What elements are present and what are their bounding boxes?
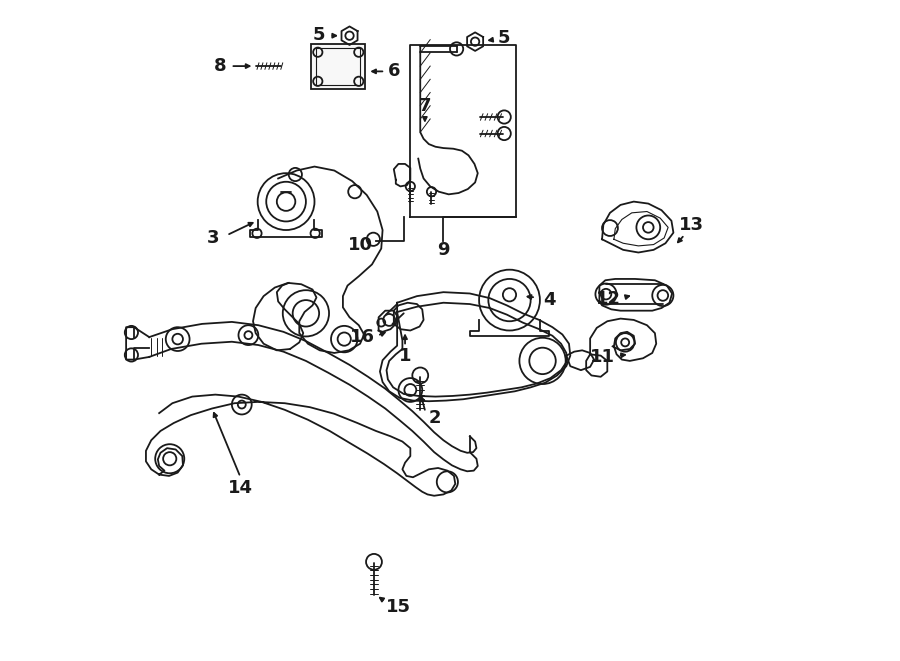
Text: 5: 5 (498, 29, 510, 48)
Text: 9: 9 (437, 241, 450, 259)
Text: 2: 2 (428, 408, 441, 427)
Text: 6: 6 (388, 62, 400, 81)
Text: 12: 12 (596, 290, 621, 308)
Text: 11: 11 (590, 348, 615, 366)
Text: 8: 8 (213, 57, 226, 75)
Text: 13: 13 (679, 215, 704, 234)
Text: 16: 16 (350, 328, 375, 346)
Text: 7: 7 (418, 97, 431, 115)
Bar (311, 44, 365, 89)
Text: 15: 15 (386, 598, 411, 616)
Text: 4: 4 (543, 291, 555, 309)
Text: 10: 10 (348, 235, 374, 254)
Text: 14: 14 (228, 479, 253, 497)
Text: 5: 5 (313, 26, 326, 44)
Text: 1: 1 (399, 346, 411, 365)
Bar (317, 48, 360, 85)
Text: 3: 3 (207, 229, 220, 247)
